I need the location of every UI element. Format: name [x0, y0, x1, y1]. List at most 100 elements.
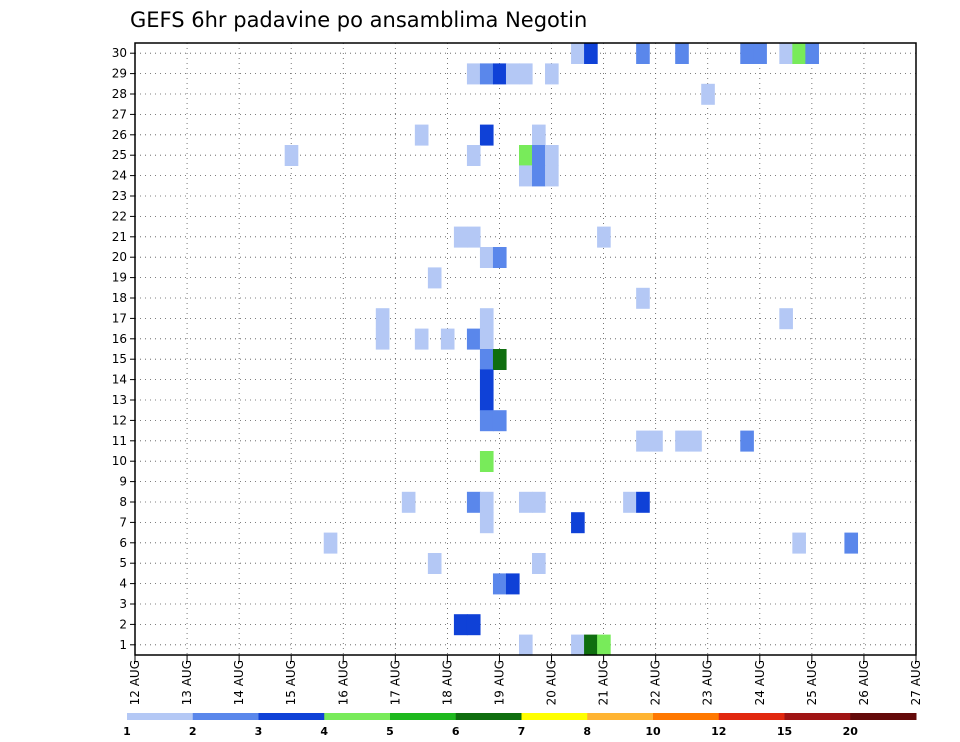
y-tick-label: 5 — [119, 556, 127, 570]
y-tick-label: 9 — [119, 475, 127, 489]
heatmap-cell — [375, 328, 390, 350]
x-tick-label: 21 AUG — [597, 660, 611, 705]
colorbar-swatch — [455, 713, 522, 720]
heatmap-cell — [492, 349, 507, 370]
heatmap-cell — [466, 63, 481, 85]
y-tick-label: 16 — [112, 332, 127, 346]
heatmap-cell — [636, 43, 650, 64]
heatmap-cell — [466, 226, 481, 248]
colorbar-swatch — [653, 713, 720, 720]
y-axis: 1234567891011121314151617181920212223242… — [112, 46, 135, 652]
x-tick-label: 19 AUG — [492, 660, 506, 705]
heatmap-cell — [323, 532, 338, 554]
heatmap-cell — [844, 532, 859, 554]
heatmap-cell — [636, 287, 650, 309]
y-tick-label: 21 — [112, 230, 127, 244]
heatmap-cell — [453, 226, 468, 248]
heatmap-cell — [479, 308, 494, 330]
y-tick-label: 18 — [112, 291, 127, 305]
colorbar-swatch — [521, 713, 588, 720]
heatmap-cell — [518, 165, 533, 187]
heatmap-cell — [649, 430, 663, 452]
heatmap-cell — [479, 451, 494, 472]
y-tick-label: 28 — [112, 87, 127, 101]
heatmap-cell — [284, 145, 299, 166]
heatmap-cell — [545, 165, 559, 187]
colorbar-swatch — [718, 713, 785, 720]
x-tick-label: 13 AUG — [180, 660, 194, 705]
heatmap-cell — [805, 43, 819, 64]
x-tick-label: 26 AUG — [857, 660, 871, 705]
colorbar: 1 2 3 4 5 6 7 8 10 12 15 20 — [123, 713, 917, 738]
heatmap-cell — [518, 491, 533, 513]
heatmap-cells — [284, 43, 859, 656]
y-tick-label: 14 — [112, 373, 127, 387]
heatmap-cell — [479, 124, 494, 146]
y-tick-label: 6 — [119, 536, 127, 550]
x-tick-label: 27 AUG — [909, 660, 923, 705]
colorbar-swatch — [390, 713, 457, 720]
heatmap-cell — [779, 43, 793, 64]
x-tick-label: 22 AUG — [649, 660, 663, 705]
heatmap-cell — [584, 43, 598, 64]
y-tick-label: 23 — [112, 189, 127, 203]
heatmap-cell — [479, 369, 494, 391]
heatmap-cell — [571, 634, 585, 656]
heatmap-cell — [688, 430, 702, 452]
heatmap-cell — [492, 63, 507, 85]
heatmap-cell — [518, 63, 533, 85]
colorbar-swatch — [127, 713, 194, 720]
y-tick-label: 7 — [119, 515, 127, 529]
chart-title: GEFS 6hr padavine po ansamblima Negotin — [130, 8, 587, 32]
y-tick-label: 25 — [112, 148, 127, 162]
plot-frame — [134, 42, 917, 656]
heatmap-cell — [427, 267, 442, 289]
y-tick-label: 19 — [112, 271, 127, 285]
grid-lines — [135, 43, 916, 655]
colorbar-label: 7 — [518, 725, 526, 738]
heatmap-cell — [571, 512, 585, 534]
colorbar-label: 2 — [189, 725, 197, 738]
heatmap-cell — [701, 83, 715, 105]
heatmap-cell — [479, 63, 494, 85]
y-tick-label: 3 — [119, 597, 127, 611]
x-tick-label: 16 AUG — [336, 660, 350, 705]
heatmap-cell — [636, 491, 650, 513]
y-tick-label: 24 — [112, 169, 127, 183]
y-tick-label: 29 — [112, 67, 127, 81]
heatmap-cell — [427, 553, 442, 574]
colorbar-swatch — [587, 713, 654, 720]
heatmap-cell — [479, 349, 494, 370]
heatmap-cell — [597, 634, 611, 656]
y-tick-label: 27 — [112, 107, 127, 121]
colorbar-swatch — [850, 713, 917, 720]
colorbar-swatch — [784, 713, 851, 720]
y-tick-label: 26 — [112, 128, 127, 142]
heatmap-cell — [466, 145, 481, 166]
heatmap-cell — [492, 410, 507, 432]
heatmap-cell — [505, 63, 520, 85]
y-tick-label: 4 — [119, 577, 127, 591]
heatmap-cell — [375, 308, 390, 330]
heatmap-cell — [401, 491, 416, 513]
y-tick-label: 22 — [112, 209, 127, 223]
heatmap-cell — [532, 124, 546, 146]
y-tick-label: 17 — [112, 311, 127, 325]
heatmap-cell — [623, 491, 637, 513]
x-tick-label: 15 AUG — [284, 660, 298, 705]
x-tick-label: 18 AUG — [440, 660, 454, 705]
heatmap-cell — [545, 63, 559, 85]
x-tick-label: 12 AUG — [128, 660, 142, 705]
colorbar-label: 8 — [583, 725, 591, 738]
heatmap-cell — [675, 43, 689, 64]
x-tick-label: 24 AUG — [753, 660, 767, 705]
x-axis: 12 AUG 13 AUG 14 AUG 15 AUG 16 AUG 17 AUG 18 A… — [128, 655, 923, 705]
colorbar-label: 5 — [386, 725, 394, 738]
heatmap-cell — [545, 145, 559, 166]
colorbar-swatch — [192, 713, 259, 720]
heatmap-cell — [532, 491, 546, 513]
heatmap-cell — [440, 328, 455, 350]
heatmap-cell — [753, 43, 767, 64]
heatmap-cell — [675, 430, 689, 452]
